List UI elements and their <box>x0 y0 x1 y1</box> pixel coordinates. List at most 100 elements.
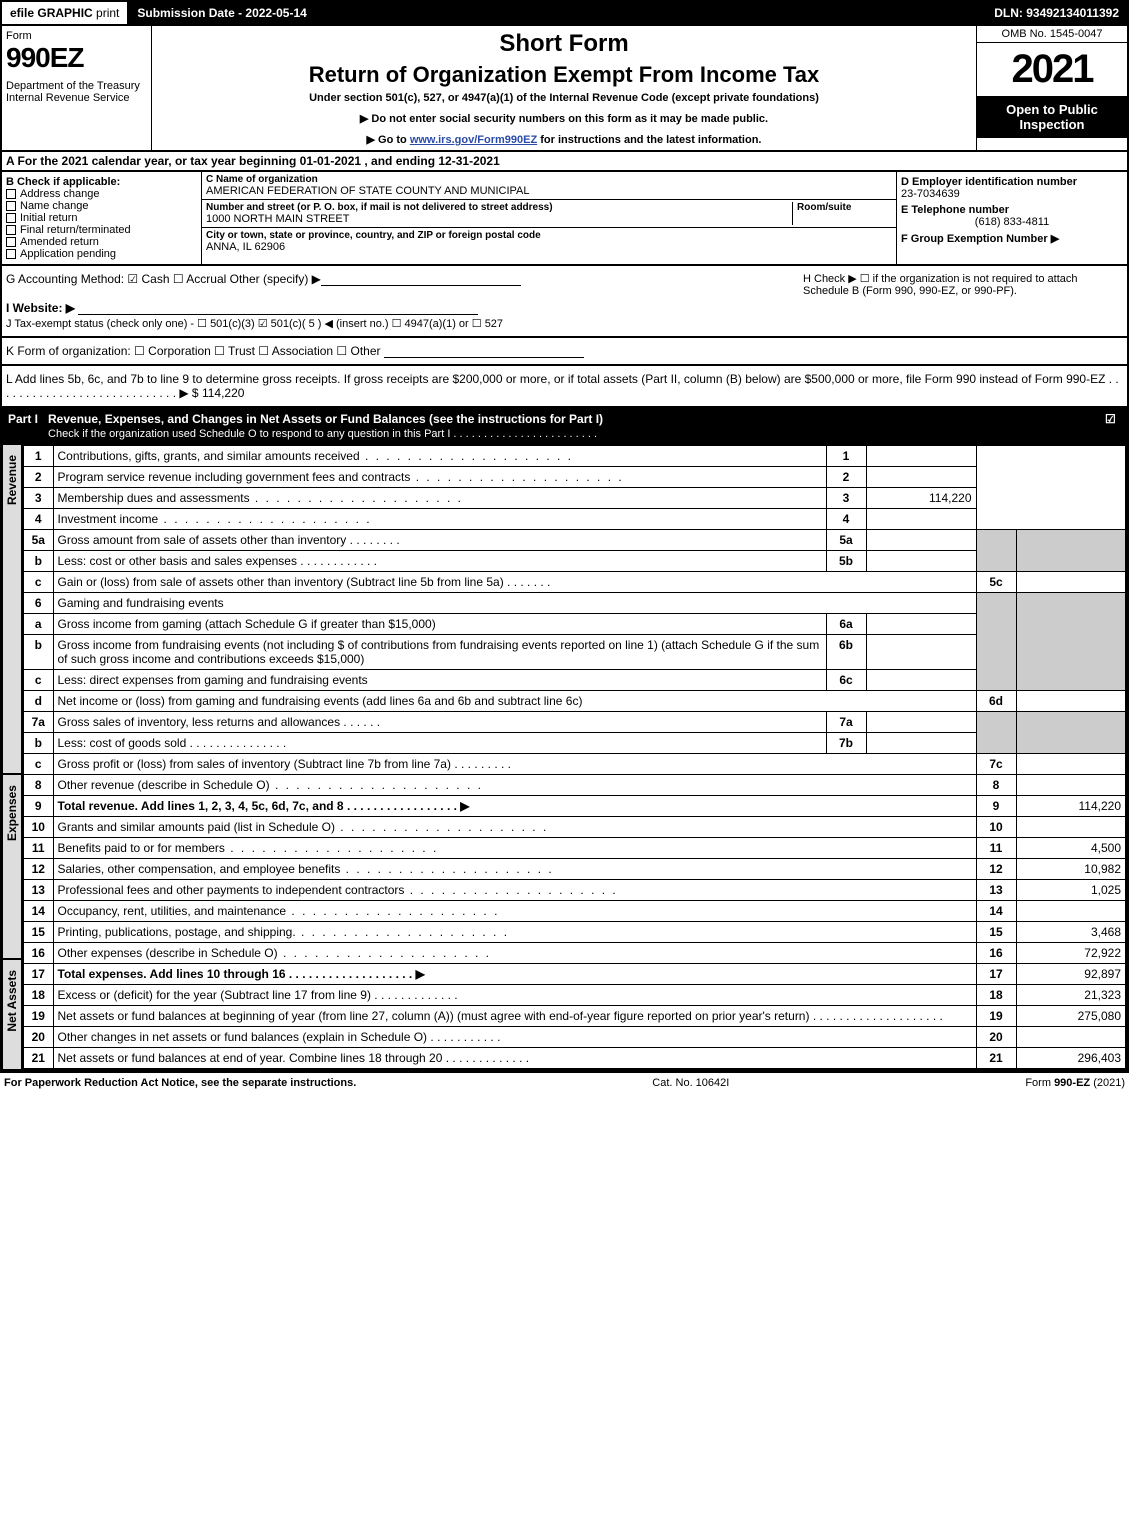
form-title: Return of Organization Exempt From Incom… <box>156 62 972 88</box>
row-21: 21Net assets or fund balances at end of … <box>23 1048 1126 1070</box>
line-l-box: L Add lines 5b, 6c, and 7b to line 9 to … <box>0 366 1129 408</box>
note2-post: for instructions and the latest informat… <box>537 134 761 146</box>
line-j: J Tax-exempt status (check only one) - ☐… <box>6 317 1123 330</box>
netassets-side-label: Net Assets <box>5 960 19 1042</box>
ein-label: D Employer identification number <box>901 176 1123 188</box>
line-k: K Form of organization: ☐ Corporation ☐ … <box>6 344 1123 358</box>
opt-label: Final return/terminated <box>20 224 131 236</box>
room-label: Room/suite <box>797 202 892 213</box>
expenses-side-label: Expenses <box>5 775 19 851</box>
org-name: AMERICAN FEDERATION OF STATE COUNTY AND … <box>206 185 892 197</box>
header-left: Form 990EZ Department of the Treasury In… <box>2 26 152 150</box>
header-mid: Short Form Return of Organization Exempt… <box>152 26 977 150</box>
row-6d: dNet income or (loss) from gaming and fu… <box>23 691 1126 712</box>
line-l: L Add lines 5b, 6c, and 7b to line 9 to … <box>6 372 1123 400</box>
row-6b: bGross income from fundraising events (n… <box>23 635 1126 670</box>
row-20: 20Other changes in net assets or fund ba… <box>23 1027 1126 1048</box>
row-17: 17Total expenses. Add lines 10 through 1… <box>23 964 1126 985</box>
part1-body: Revenue Expenses Net Assets 1Contributio… <box>0 444 1129 1072</box>
public-inspection-badge: Open to Public Inspection <box>977 96 1127 138</box>
phone: (618) 833-4811 <box>901 216 1123 228</box>
row-1: 1Contributions, gifts, grants, and simil… <box>23 445 1126 467</box>
row-7b: bLess: cost of goods sold . . . . . . . … <box>23 733 1126 754</box>
group-label: F Group Exemption Number ▶ <box>901 232 1123 245</box>
part1-checkbox: ☑ <box>1105 412 1121 440</box>
lines-g-l: G Accounting Method: ☑ Cash ☐ Accrual Ot… <box>0 266 1129 338</box>
department: Department of the Treasury Internal Reve… <box>6 80 147 104</box>
opt-name-change: Name change <box>6 200 197 212</box>
row-3: 3Membership dues and assessments3114,220 <box>23 488 1126 509</box>
form-number: 990EZ <box>6 42 147 74</box>
top-bar: efile GRAPHIC print Submission Date - 20… <box>0 0 1129 26</box>
row-6c: cLess: direct expenses from gaming and f… <box>23 670 1126 691</box>
footer-mid: Cat. No. 10642I <box>652 1077 729 1089</box>
row-7c: cGross profit or (loss) from sales of in… <box>23 754 1126 775</box>
ein: 23-7034639 <box>901 188 1123 200</box>
row-9: 9Total revenue. Add lines 1, 2, 3, 4, 5c… <box>23 796 1126 817</box>
line-h: H Check ▶ ☐ if the organization is not r… <box>803 272 1123 297</box>
opt-initial-return: Initial return <box>6 212 197 224</box>
row-19: 19Net assets or fund balances at beginni… <box>23 1006 1126 1027</box>
irs-link[interactable]: www.irs.gov/Form990EZ <box>410 134 537 146</box>
revenue-side-label: Revenue <box>5 445 19 515</box>
row-2: 2Program service revenue including gover… <box>23 467 1126 488</box>
city-label: City or town, state or province, country… <box>206 230 892 241</box>
section-b-heading: B Check if applicable: <box>6 176 197 188</box>
omb-number: OMB No. 1545-0047 <box>977 26 1127 43</box>
efile-label: efile GRAPHIC print <box>2 2 129 24</box>
part1-label: Part I <box>8 412 38 440</box>
note2-pre: ▶ Go to <box>367 134 410 146</box>
part1-table: 1Contributions, gifts, grants, and simil… <box>22 444 1127 1070</box>
instructions-note: ▶ Go to www.irs.gov/Form990EZ for instru… <box>156 133 972 146</box>
opt-address-change: Address change <box>6 188 197 200</box>
opt-amended: Amended return <box>6 236 197 248</box>
opt-final-return: Final return/terminated <box>6 224 197 236</box>
street: 1000 NORTH MAIN STREET <box>206 213 792 225</box>
part1-header: Part I Revenue, Expenses, and Changes in… <box>0 408 1129 444</box>
row-6: 6Gaming and fundraising events <box>23 593 1126 614</box>
row-6a: aGross income from gaming (attach Schedu… <box>23 614 1126 635</box>
row-7a: 7aGross sales of inventory, less returns… <box>23 712 1126 733</box>
city: ANNA, IL 62906 <box>206 241 892 253</box>
opt-label: Amended return <box>20 236 99 248</box>
footer-right: Form 990-EZ (2021) <box>1025 1077 1125 1089</box>
submission-date: Submission Date - 2022-05-14 <box>129 2 986 24</box>
row-13: 13Professional fees and other payments t… <box>23 880 1126 901</box>
row-14: 14Occupancy, rent, utilities, and mainte… <box>23 901 1126 922</box>
tax-year: 2021 <box>977 43 1127 96</box>
row-12: 12Salaries, other compensation, and empl… <box>23 859 1126 880</box>
form-subtitle: Under section 501(c), 527, or 4947(a)(1)… <box>156 92 972 104</box>
row-4: 4Investment income4 <box>23 509 1126 530</box>
form-label: Form <box>6 30 147 42</box>
row-11: 11Benefits paid to or for members114,500 <box>23 838 1126 859</box>
opt-label: Application pending <box>20 248 116 260</box>
row-5a: 5aGross amount from sale of assets other… <box>23 530 1126 551</box>
page-footer: For Paperwork Reduction Act Notice, see … <box>0 1072 1129 1093</box>
row-5b: bLess: cost or other basis and sales exp… <box>23 551 1126 572</box>
footer-left: For Paperwork Reduction Act Notice, see … <box>4 1077 356 1089</box>
row-10: 10Grants and similar amounts paid (list … <box>23 817 1126 838</box>
section-b: B Check if applicable: Address change Na… <box>2 172 202 264</box>
row-5c: cGain or (loss) from sale of assets othe… <box>23 572 1126 593</box>
header-right: OMB No. 1545-0047 2021 Open to Public In… <box>977 26 1127 150</box>
line-g: G Accounting Method: ☑ Cash ☐ Accrual Ot… <box>6 272 803 297</box>
org-name-label: C Name of organization <box>206 174 892 185</box>
opt-label: Name change <box>20 200 89 212</box>
dln: DLN: 93492134011392 <box>986 2 1127 24</box>
line-a: A For the 2021 calendar year, or tax yea… <box>0 152 1129 172</box>
row-16: 16Other expenses (describe in Schedule O… <box>23 943 1126 964</box>
ssn-warning: ▶ Do not enter social security numbers o… <box>156 112 972 125</box>
section-c: C Name of organization AMERICAN FEDERATI… <box>202 172 897 264</box>
opt-pending: Application pending <box>6 248 197 260</box>
row-15: 15Printing, publications, postage, and s… <box>23 922 1126 943</box>
opt-label: Initial return <box>20 212 77 224</box>
form-header: Form 990EZ Department of the Treasury In… <box>0 26 1129 152</box>
phone-label: E Telephone number <box>901 204 1123 216</box>
row-8: 8Other revenue (describe in Schedule O)8 <box>23 775 1126 796</box>
section-bcd: B Check if applicable: Address change Na… <box>0 172 1129 266</box>
part1-title: Revenue, Expenses, and Changes in Net As… <box>48 412 1105 440</box>
line-i: I Website: ▶ <box>6 301 1123 315</box>
row-18: 18Excess or (deficit) for the year (Subt… <box>23 985 1126 1006</box>
section-d: D Employer identification number 23-7034… <box>897 172 1127 264</box>
opt-label: Address change <box>20 188 100 200</box>
